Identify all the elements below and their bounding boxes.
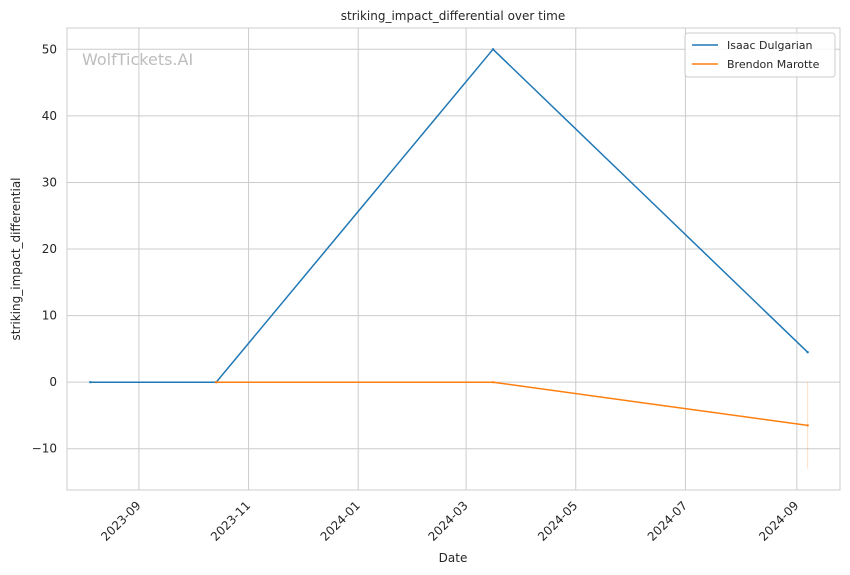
x-tick-label: 2024-07 — [645, 498, 690, 543]
x-axis-title: Date — [439, 551, 468, 565]
y-tick-label: 40 — [42, 109, 57, 123]
legend: Isaac Dulgarian Brendon Marotte — [684, 32, 836, 78]
series-0-point — [491, 48, 495, 51]
series-1-point — [215, 380, 218, 384]
y-tick-label: 50 — [42, 42, 57, 56]
y-tick-label: 10 — [42, 309, 57, 323]
y-axis-ticks: −10 0 10 20 30 40 50 — [32, 42, 57, 455]
series-1-point — [491, 380, 495, 384]
x-tick-label: 2024-09 — [756, 498, 801, 543]
y-axis-title: striking_impact_differential — [9, 177, 23, 340]
x-tick-label: 2023-11 — [208, 498, 253, 543]
series-0-point — [806, 350, 809, 354]
series-0-point — [89, 380, 92, 384]
y-tick-label: 0 — [49, 375, 57, 389]
x-axis-ticks: 2023-09 2023-11 2024-01 2024-03 2024-05 2024-… — [98, 498, 801, 543]
watermark: WolfTickets.AI — [82, 50, 193, 69]
x-tick-label: 2023-09 — [98, 498, 143, 543]
y-tick-label: −10 — [32, 442, 57, 456]
x-tick-label: 2024-05 — [535, 498, 580, 543]
legend-box — [684, 32, 836, 78]
x-tick-label: 2024-01 — [318, 498, 363, 543]
series-layer — [89, 48, 809, 469]
y-tick-label: 30 — [42, 175, 57, 189]
series-line-0 — [90, 48, 809, 383]
chart-title: striking_impact_differential over time — [341, 9, 566, 23]
legend-label-1: Brendon Marotte — [727, 58, 820, 71]
series-1-point — [806, 424, 809, 427]
x-tick-label: 2024-03 — [425, 498, 470, 543]
legend-label-0: Isaac Dulgarian — [727, 39, 813, 52]
y-tick-label: 20 — [42, 242, 57, 256]
